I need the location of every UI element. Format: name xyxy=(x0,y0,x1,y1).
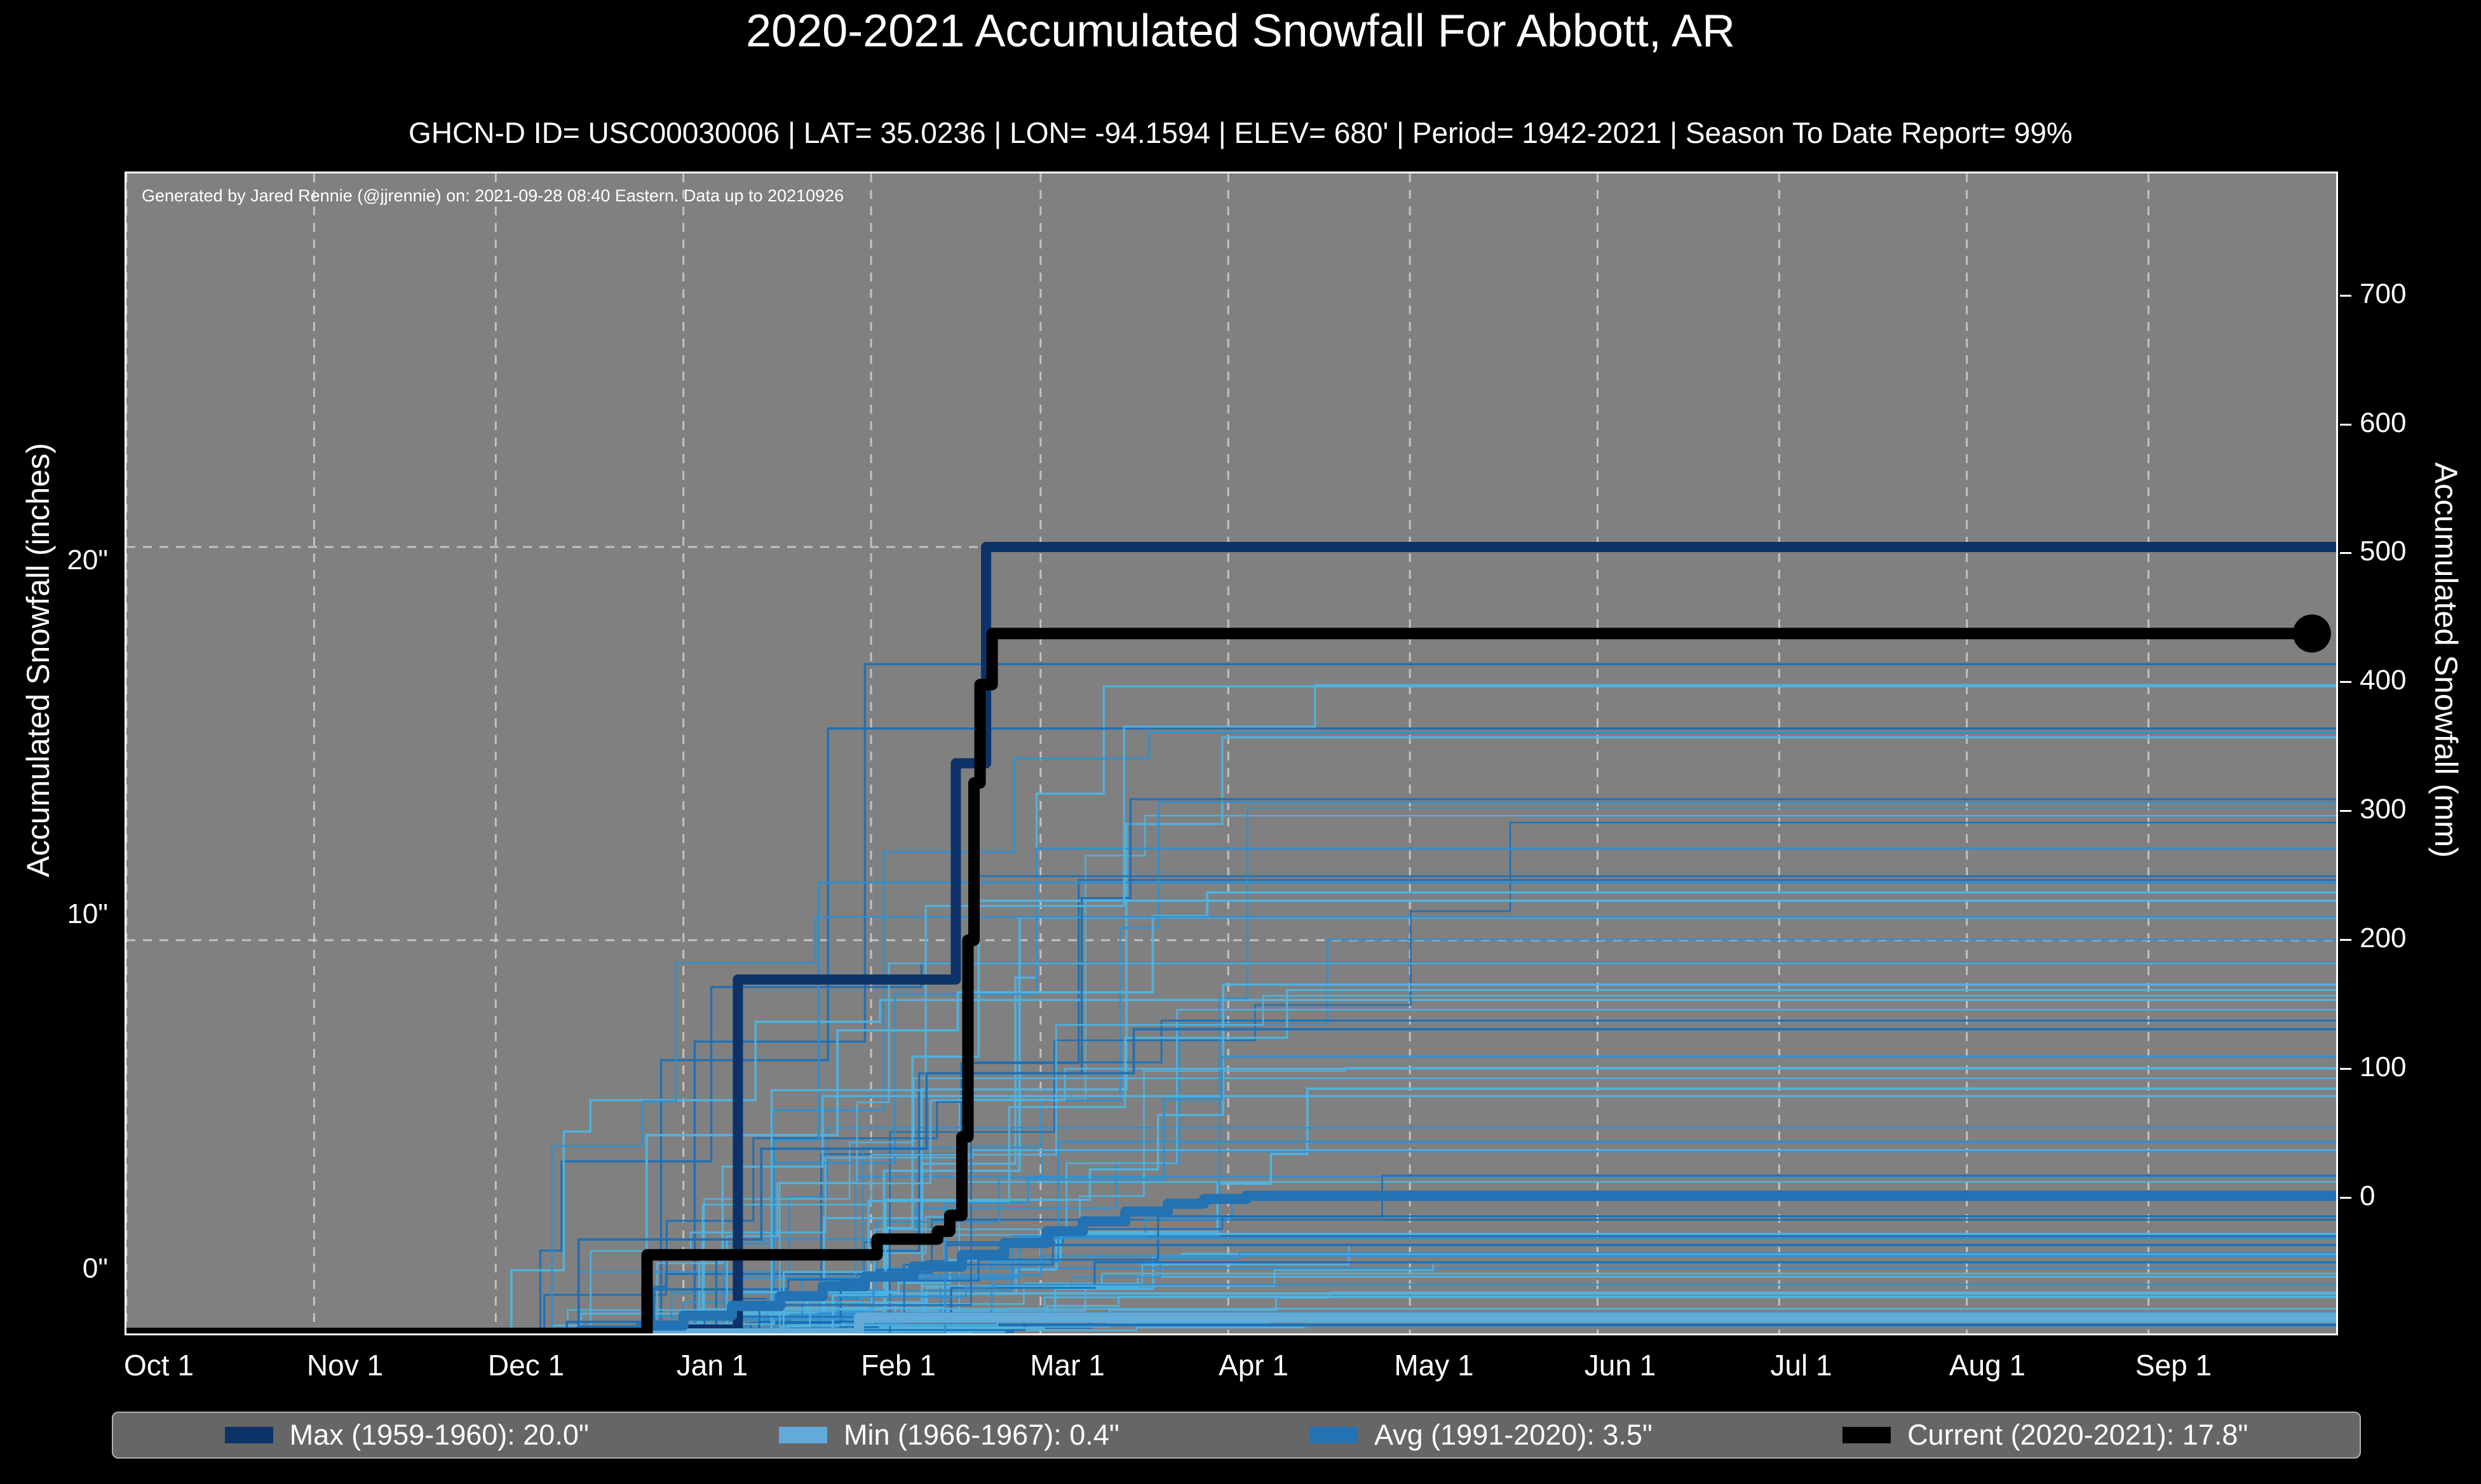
x-axis-tick: Feb 1 xyxy=(861,1349,936,1382)
y-axis-right-tick: 100 xyxy=(2360,1051,2407,1083)
x-axis-tick: Oct 1 xyxy=(124,1349,194,1382)
series-line-current xyxy=(126,628,2318,1333)
x-axis-tick: Jul 1 xyxy=(1770,1349,1832,1382)
grid-lines xyxy=(126,173,2336,1333)
chart-legend: Max (1959-1960): 20.0" Min (1966-1967): 0… xyxy=(112,1412,2361,1459)
x-axis-tick: Jun 1 xyxy=(1584,1349,1656,1382)
legend-max[interactable]: Max (1959-1960): 20.0" xyxy=(224,1419,589,1452)
chart-subtitle: GHCN-D ID= USC00030006 | LAT= 35.0236 | … xyxy=(409,116,2072,149)
y-axis-left-tick: 20" xyxy=(67,544,108,576)
y-axis-right-tick: 400 xyxy=(2360,664,2407,696)
legend-label: Avg (1991-2020): 3.5" xyxy=(1374,1419,1653,1451)
x-axis-tick: Aug 1 xyxy=(1949,1349,2026,1382)
y-axis-right-tickmark xyxy=(2340,1197,2351,1199)
y-axis-left-tick: 0" xyxy=(82,1253,108,1284)
plot-area: Generated by Jared Rennie (@jjrennie) on… xyxy=(125,172,2338,1335)
historical-season-traces xyxy=(126,663,2336,1333)
y-axis-right-tickmark xyxy=(2340,810,2351,812)
y-axis-right-tick: 500 xyxy=(2360,536,2407,567)
series-lines xyxy=(126,542,2336,1333)
x-axis-tick: May 1 xyxy=(1394,1349,1474,1382)
y-axis-right-tick: 700 xyxy=(2360,278,2407,309)
series-line-avg xyxy=(126,1191,2336,1333)
credit-annotation: Generated by Jared Rennie (@jjrennie) on… xyxy=(142,186,844,205)
x-axis-tick: Nov 1 xyxy=(306,1349,384,1382)
x-axis-tick: Dec 1 xyxy=(487,1349,565,1382)
legend-label: Max (1959-1960): 20.0" xyxy=(289,1419,589,1451)
y-axis-right-tick: 600 xyxy=(2360,407,2407,438)
legend-swatch-icon xyxy=(1842,1427,1891,1443)
legend-swatch-icon xyxy=(224,1427,273,1443)
y-axis-right-tick: 200 xyxy=(2360,922,2407,954)
y-axis-right-tickmark xyxy=(2340,681,2351,683)
plot-canvas xyxy=(126,173,2336,1333)
y-axis-left-tick: 10" xyxy=(67,898,108,929)
y-axis-right-tickmark xyxy=(2340,424,2351,426)
x-axis-tick: Sep 1 xyxy=(2135,1349,2212,1382)
y-axis-left-label: Accumulated Snowfall (inches) xyxy=(20,443,56,877)
current-value-marker xyxy=(2292,614,2331,653)
y-axis-right-tick: 300 xyxy=(2360,793,2407,825)
y-axis-right-tickmark xyxy=(2340,939,2351,941)
y-axis-right-tick: 0 xyxy=(2360,1180,2376,1211)
legend-avg[interactable]: Avg (1991-2020): 3.5" xyxy=(1309,1419,1653,1452)
series-line-min xyxy=(126,1312,2336,1333)
page-title: 2020-2021 Accumulated Snowfall For Abbot… xyxy=(746,6,1735,57)
legend-label: Min (1966-1967): 0.4" xyxy=(844,1419,1119,1451)
y-axis-right-tickmark xyxy=(2340,552,2351,554)
y-axis-right-tickmark xyxy=(2340,295,2351,297)
legend-swatch-icon xyxy=(779,1427,828,1443)
legend-swatch-icon xyxy=(1309,1427,1358,1443)
y-axis-right-tickmark xyxy=(2340,1068,2351,1070)
legend-current[interactable]: Current (2020-2021): 17.8" xyxy=(1842,1419,2248,1452)
legend-label: Current (2020-2021): 17.8" xyxy=(1907,1419,2248,1451)
x-axis-tick: Apr 1 xyxy=(1219,1349,1288,1382)
x-axis-tick: Mar 1 xyxy=(1030,1349,1105,1382)
y-axis-right-label: Accumulated Snowfall (mm) xyxy=(2428,462,2464,858)
x-axis-tick: Jan 1 xyxy=(676,1349,748,1382)
legend-min[interactable]: Min (1966-1967): 0.4" xyxy=(779,1419,1119,1452)
